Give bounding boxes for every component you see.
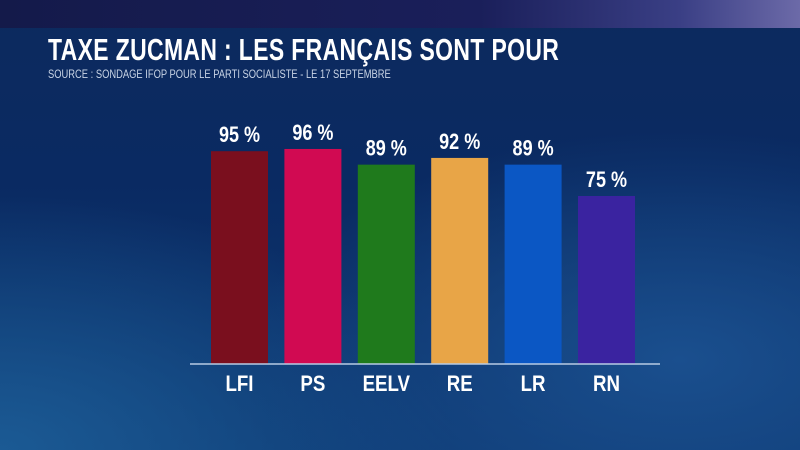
chart-title: TAXE ZUCMAN : LES FRANÇAIS SONT POUR <box>48 32 560 67</box>
data-label-lfi: 95 % <box>219 124 260 148</box>
chart-subtitle: SOURCE : SONDAGE IFOP POUR LE PARTI SOCI… <box>48 67 391 81</box>
data-label-ps: 96 % <box>292 121 333 145</box>
bar-lr <box>504 164 562 364</box>
bar-eelv <box>357 164 415 364</box>
category-label-ps: PS <box>300 373 325 397</box>
bar-lfi <box>211 151 268 364</box>
bar-rn <box>578 196 635 364</box>
category-label-re: RE <box>447 373 473 397</box>
data-label-eelv: 89 % <box>366 137 407 161</box>
category-label-lr: LR <box>521 373 546 397</box>
top-band <box>0 0 800 28</box>
category-label-lfi: LFI <box>225 373 253 397</box>
data-label-rn: 75 % <box>586 168 627 192</box>
category-label-rn: RN <box>593 373 620 397</box>
category-label-eelv: EELV <box>363 373 411 397</box>
data-label-lr: 89 % <box>513 137 554 161</box>
bar-ps <box>284 148 342 364</box>
data-label-re: 92 % <box>439 130 480 154</box>
bar-re <box>431 157 489 364</box>
